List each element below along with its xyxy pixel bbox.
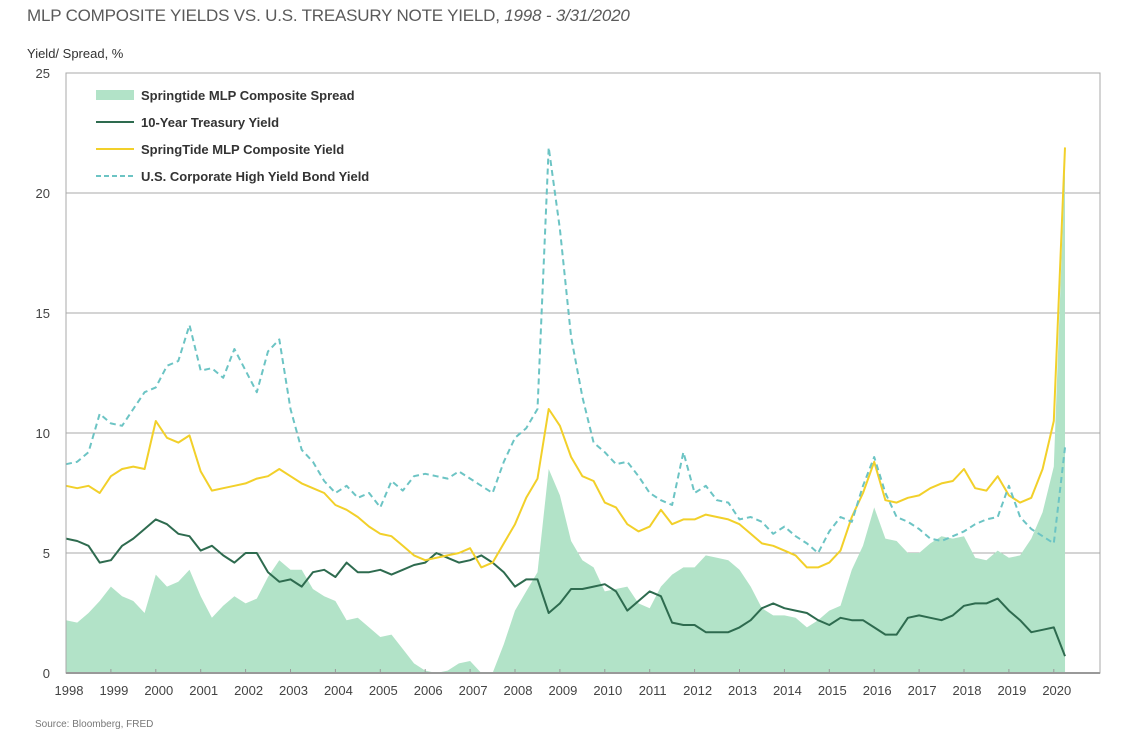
x-tick-label: 2011 [639, 683, 667, 698]
x-tick-label: 2000 [144, 683, 173, 698]
x-tick-label: 2003 [279, 683, 308, 698]
y-axis-ticks: 0 5 10 15 20 25 [36, 66, 50, 681]
x-tick-label: 2008 [504, 683, 533, 698]
y-tick-label: 15 [36, 306, 50, 321]
x-tick-label: 2012 [683, 683, 712, 698]
x-tick-label: 1999 [99, 683, 128, 698]
series-treasury-line [65, 518, 1066, 657]
plot-frame [65, 72, 1101, 674]
legend: Springtide MLP Composite Spread 10-Year T… [96, 88, 369, 184]
x-tick-label: 2016 [863, 683, 892, 698]
series-mlp-yield-line [65, 147, 1066, 569]
chart-title-range: 1998 - 3/31/2020 [504, 6, 630, 25]
legend-label: U.S. Corporate High Yield Bond Yield [141, 169, 369, 184]
x-tick-label: 2019 [997, 683, 1026, 698]
legend-label: Springtide MLP Composite Spread [141, 88, 355, 103]
gridlines [66, 192, 1100, 554]
y-axis-label: Yield/ Spread, % [27, 46, 124, 61]
legend-label: SpringTide MLP Composite Yield [141, 142, 344, 157]
series-lines-layer [65, 146, 1066, 657]
series-high-yield-line [65, 146, 1066, 554]
x-tick-label: 2009 [548, 683, 577, 698]
x-tick-label: 2020 [1042, 683, 1071, 698]
legend-swatch-spread [96, 90, 134, 100]
x-tick-label: 2006 [414, 683, 443, 698]
y-tick-label: 0 [43, 666, 50, 681]
chart-title-main: MLP COMPOSITE YIELDS VS. U.S. TREASURY N… [27, 6, 505, 25]
legend-label: 10-Year Treasury Yield [141, 115, 279, 130]
y-tick-label: 25 [36, 66, 50, 81]
y-tick-label: 20 [36, 186, 50, 201]
x-tick-label: 2018 [953, 683, 982, 698]
x-tick-label: 2005 [369, 683, 398, 698]
x-tick-label: 1998 [55, 683, 84, 698]
x-axis-ticks: 1998 1999 2000 2001 2002 2003 2004 2005 2006 2007… [55, 669, 1071, 698]
chart-title: MLP COMPOSITE YIELDS VS. U.S. TREASURY N… [27, 6, 630, 26]
x-tick-label: 2010 [593, 683, 622, 698]
x-tick-label: 2004 [324, 683, 353, 698]
spread-area-layer [66, 164, 1066, 673]
x-tick-label: 2014 [773, 683, 802, 698]
x-tick-label: 2007 [459, 683, 488, 698]
x-tick-label: 2017 [908, 683, 937, 698]
y-tick-label: 10 [36, 426, 50, 441]
series-spread-area [66, 164, 1066, 673]
x-tick-label: 2015 [818, 683, 847, 698]
x-tick-label: 2001 [189, 683, 218, 698]
x-tick-label: 2013 [728, 683, 757, 698]
source-note: Source: Bloomberg, FRED [35, 719, 154, 730]
x-tick-label: 2002 [234, 683, 263, 698]
y-tick-label: 5 [43, 546, 50, 561]
